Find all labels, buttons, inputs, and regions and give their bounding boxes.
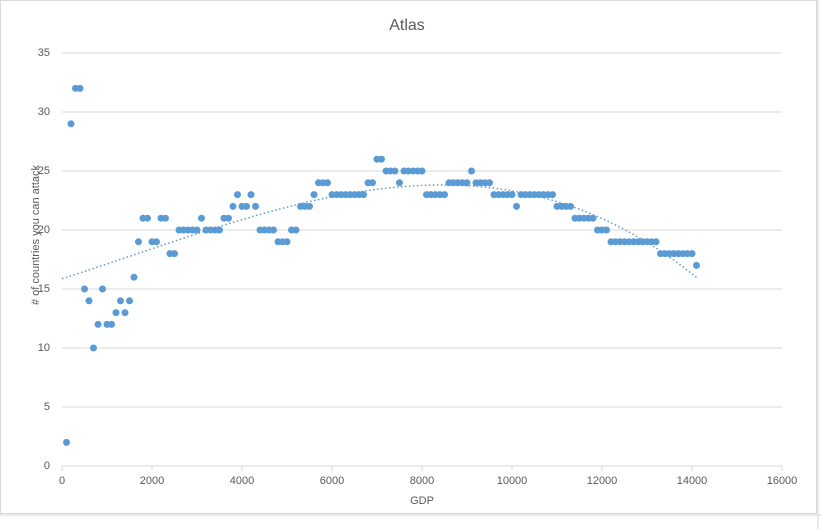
point	[229, 202, 237, 210]
point	[306, 202, 313, 210]
point	[234, 191, 241, 199]
x-tick-label: 10000	[497, 475, 528, 487]
point	[468, 167, 475, 175]
y-tick-label: 0	[44, 460, 50, 472]
x-tick-label: 12000	[587, 475, 618, 487]
point	[688, 250, 696, 258]
point	[85, 297, 93, 305]
point	[112, 309, 120, 317]
point	[360, 191, 367, 199]
point	[270, 226, 277, 234]
point	[171, 250, 178, 258]
chart-area	[0, 0, 817, 514]
x-tick-label: 14000	[677, 475, 708, 487]
x-tick-label: 6000	[320, 475, 344, 487]
point	[247, 191, 255, 199]
point	[486, 179, 493, 187]
point	[549, 191, 556, 199]
y-tick-label: 5	[44, 401, 50, 413]
point	[121, 309, 129, 317]
point	[513, 202, 520, 210]
point	[135, 238, 142, 246]
point	[81, 285, 88, 293]
point	[225, 214, 232, 222]
point	[508, 191, 516, 199]
point	[63, 438, 70, 446]
x-tick-label: 16000	[767, 475, 798, 487]
point	[589, 214, 597, 222]
y-axis-title: # of countries you can attack	[30, 164, 42, 305]
y-tick-label: 25	[38, 165, 50, 177]
point	[108, 320, 115, 328]
point	[283, 238, 291, 246]
point	[94, 320, 102, 328]
y-tick-label: 10	[38, 342, 50, 354]
x-tick-label: 8000	[410, 475, 434, 487]
point	[76, 84, 84, 92]
point	[463, 179, 471, 187]
x-axis-title: GDP	[410, 495, 434, 507]
point	[90, 344, 97, 352]
y-tick-label: 15	[38, 283, 50, 295]
point	[378, 155, 385, 163]
point	[99, 285, 106, 293]
point	[126, 297, 133, 305]
point	[153, 238, 160, 246]
point	[252, 202, 259, 210]
point	[162, 214, 169, 222]
x-tick-label: 2000	[140, 475, 164, 487]
x-tick-label: 4000	[230, 475, 254, 487]
point	[216, 226, 223, 234]
point	[67, 120, 75, 128]
x-tick-label: 0	[59, 475, 65, 487]
point	[324, 179, 331, 187]
point	[292, 226, 300, 234]
y-tick-label: 35	[38, 47, 50, 59]
point	[193, 226, 201, 234]
y-tick-label: 30	[38, 106, 50, 118]
point	[198, 214, 205, 222]
point	[396, 179, 403, 187]
point	[418, 167, 426, 175]
point	[693, 261, 700, 269]
point	[652, 238, 660, 246]
point	[603, 226, 610, 234]
chart-title: Atlas	[389, 17, 425, 34]
point	[441, 191, 448, 199]
point	[243, 202, 250, 210]
point	[130, 273, 138, 281]
y-tick-label: 20	[38, 224, 50, 236]
point	[144, 214, 151, 222]
point	[117, 297, 124, 305]
point	[310, 191, 318, 199]
point	[391, 167, 399, 175]
point	[369, 179, 376, 187]
